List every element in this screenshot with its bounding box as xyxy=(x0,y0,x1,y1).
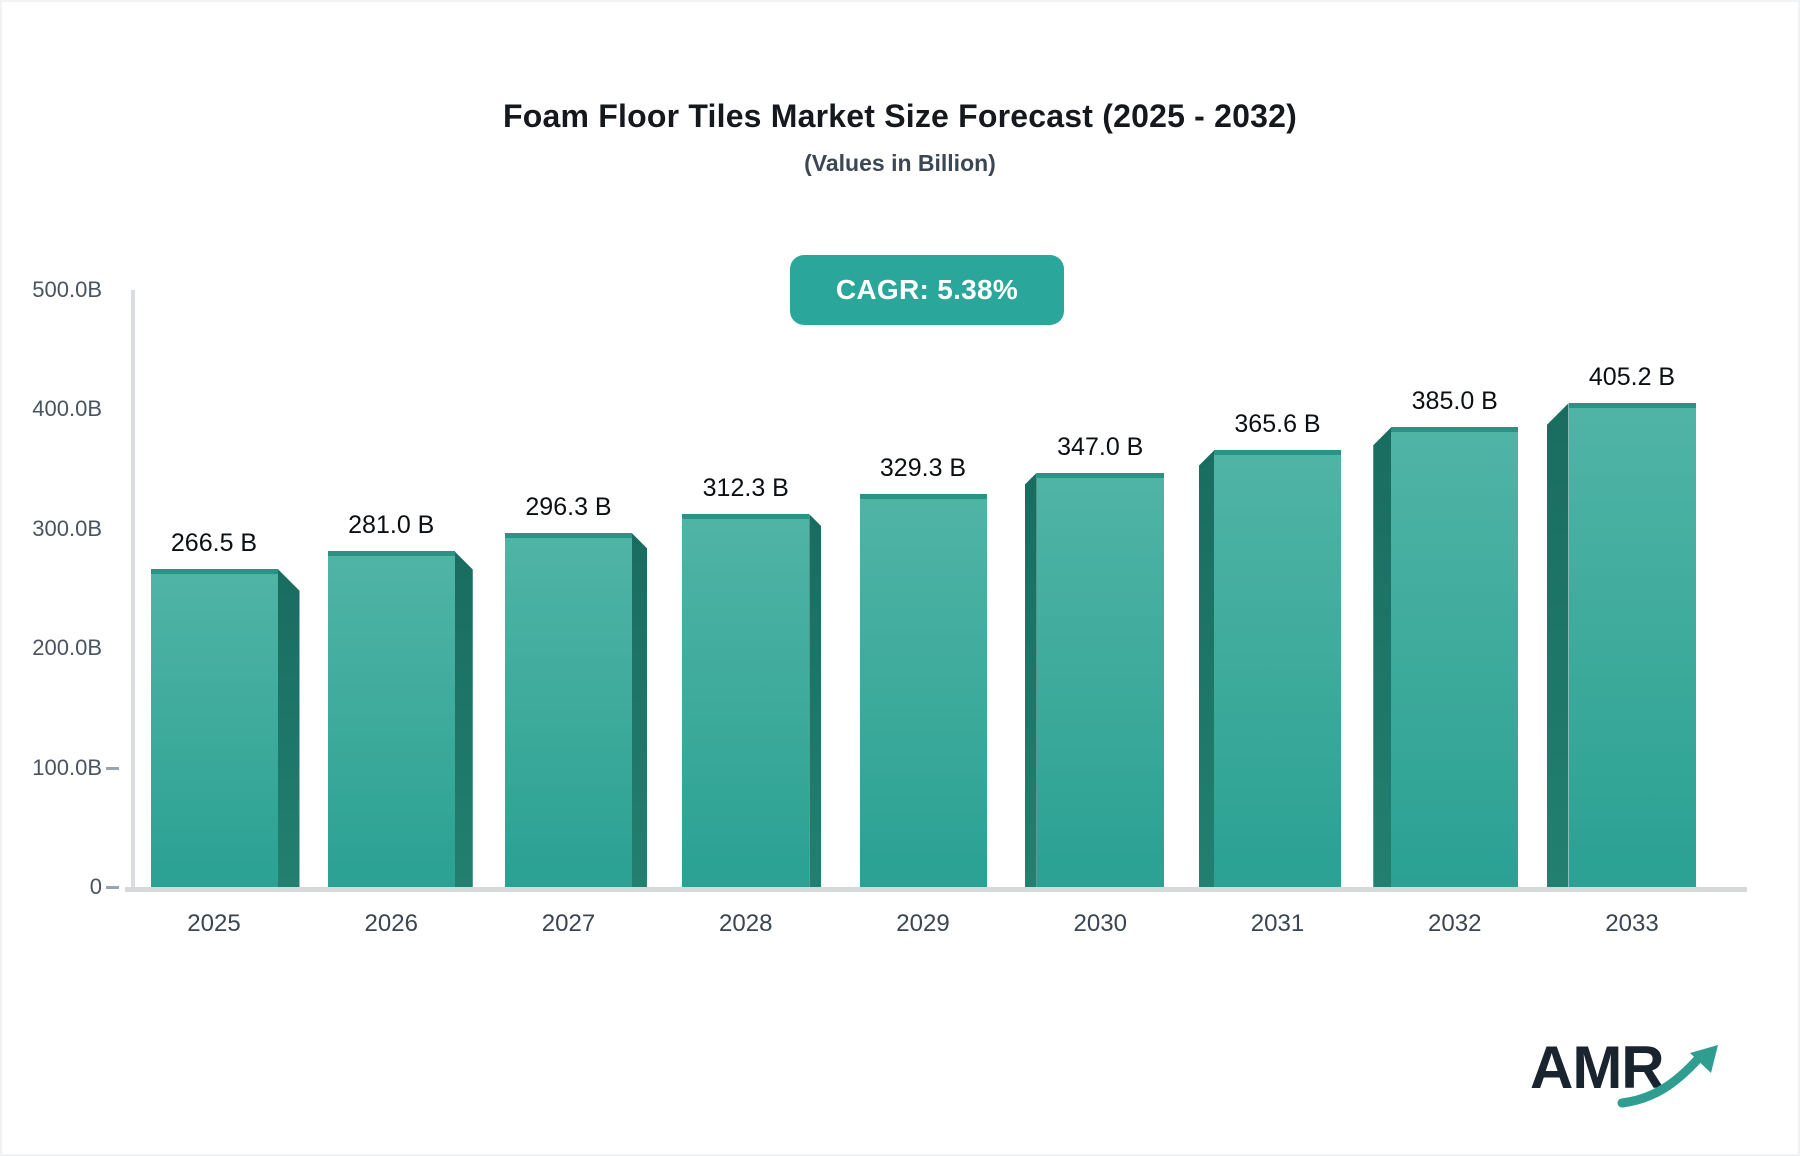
bar-2025[interactable] xyxy=(150,568,278,887)
y-axis-tick-0 xyxy=(106,886,119,889)
x-axis-label-2032: 2032 xyxy=(1428,910,1482,937)
chart-title: Foam Floor Tiles Market Size Forecast (2… xyxy=(503,98,1297,134)
chart-subtitle: (Values in Billion) xyxy=(804,150,996,176)
bar-2032[interactable] xyxy=(1391,427,1519,887)
y-axis-label-400.0B: 400.0B xyxy=(32,396,102,422)
bar-2030[interactable] xyxy=(1036,472,1164,887)
bar-2033[interactable] xyxy=(1568,403,1696,887)
bar-side-2033 xyxy=(1546,403,1569,887)
bar-side-2030 xyxy=(1024,472,1037,887)
bar-value-label-2031: 365.6 B xyxy=(1234,410,1321,439)
bar-2027[interactable] xyxy=(505,533,632,887)
x-axis-label-2033: 2033 xyxy=(1605,910,1659,937)
bar-side-2032 xyxy=(1373,427,1392,887)
bar-2028[interactable] xyxy=(682,514,810,887)
y-axis-label-200.0B: 200.0B xyxy=(32,635,102,661)
growth-arrow-icon xyxy=(1617,1045,1718,1108)
bar-2029[interactable] xyxy=(859,493,987,887)
bar-value-label-2033: 405.2 B xyxy=(1588,363,1676,392)
x-axis-label-2029: 2029 xyxy=(896,910,950,937)
cagr-badge: CAGR: 5.38% xyxy=(790,255,1064,325)
bar-side-2026 xyxy=(454,551,473,887)
y-axis-tick-100.0B xyxy=(106,766,119,770)
x-axis-label-2025: 2025 xyxy=(187,910,241,937)
bar-2026[interactable] xyxy=(327,551,455,887)
bar-value-label-2032: 385.0 B xyxy=(1411,387,1498,416)
bar-side-2028 xyxy=(809,514,822,887)
bar-2031[interactable] xyxy=(1214,450,1341,887)
amr-logo: AMR xyxy=(1530,1033,1718,1113)
x-axis-label-2028: 2028 xyxy=(719,910,773,937)
y-axis-label-0: 0 xyxy=(89,874,102,899)
amr-logo-text: AMR xyxy=(1530,1034,1665,1101)
y-axis-label-300.0B: 300.0B xyxy=(32,515,102,541)
bar-value-label-2029: 329.3 B xyxy=(879,453,967,482)
bar-value-label-2030: 347.0 B xyxy=(1057,432,1144,461)
bar-value-label-2027: 296.3 B xyxy=(525,493,612,522)
y-axis-line xyxy=(131,290,135,887)
bar-value-label-2025: 266.5 B xyxy=(170,528,258,557)
cagr-badge-label: CAGR: 5.38% xyxy=(835,274,1019,305)
x-axis-label-2030: 2030 xyxy=(1073,910,1127,937)
y-axis-label-100.0B: 100.0B xyxy=(32,754,102,780)
x-axis-line xyxy=(125,887,1747,892)
x-axis-label-2027: 2027 xyxy=(541,910,596,937)
x-axis-label-2026: 2026 xyxy=(364,910,418,937)
bar-value-label-2028: 312.3 B xyxy=(702,474,789,503)
bar-side-2031 xyxy=(1199,450,1214,887)
x-axis-label-2031: 2031 xyxy=(1250,910,1305,937)
bar-side-2025 xyxy=(277,568,300,887)
bar-value-label-2026: 281.0 B xyxy=(348,511,435,540)
y-axis-label-500.0B: 500.0B xyxy=(32,277,102,302)
bar-side-2027 xyxy=(632,533,647,887)
